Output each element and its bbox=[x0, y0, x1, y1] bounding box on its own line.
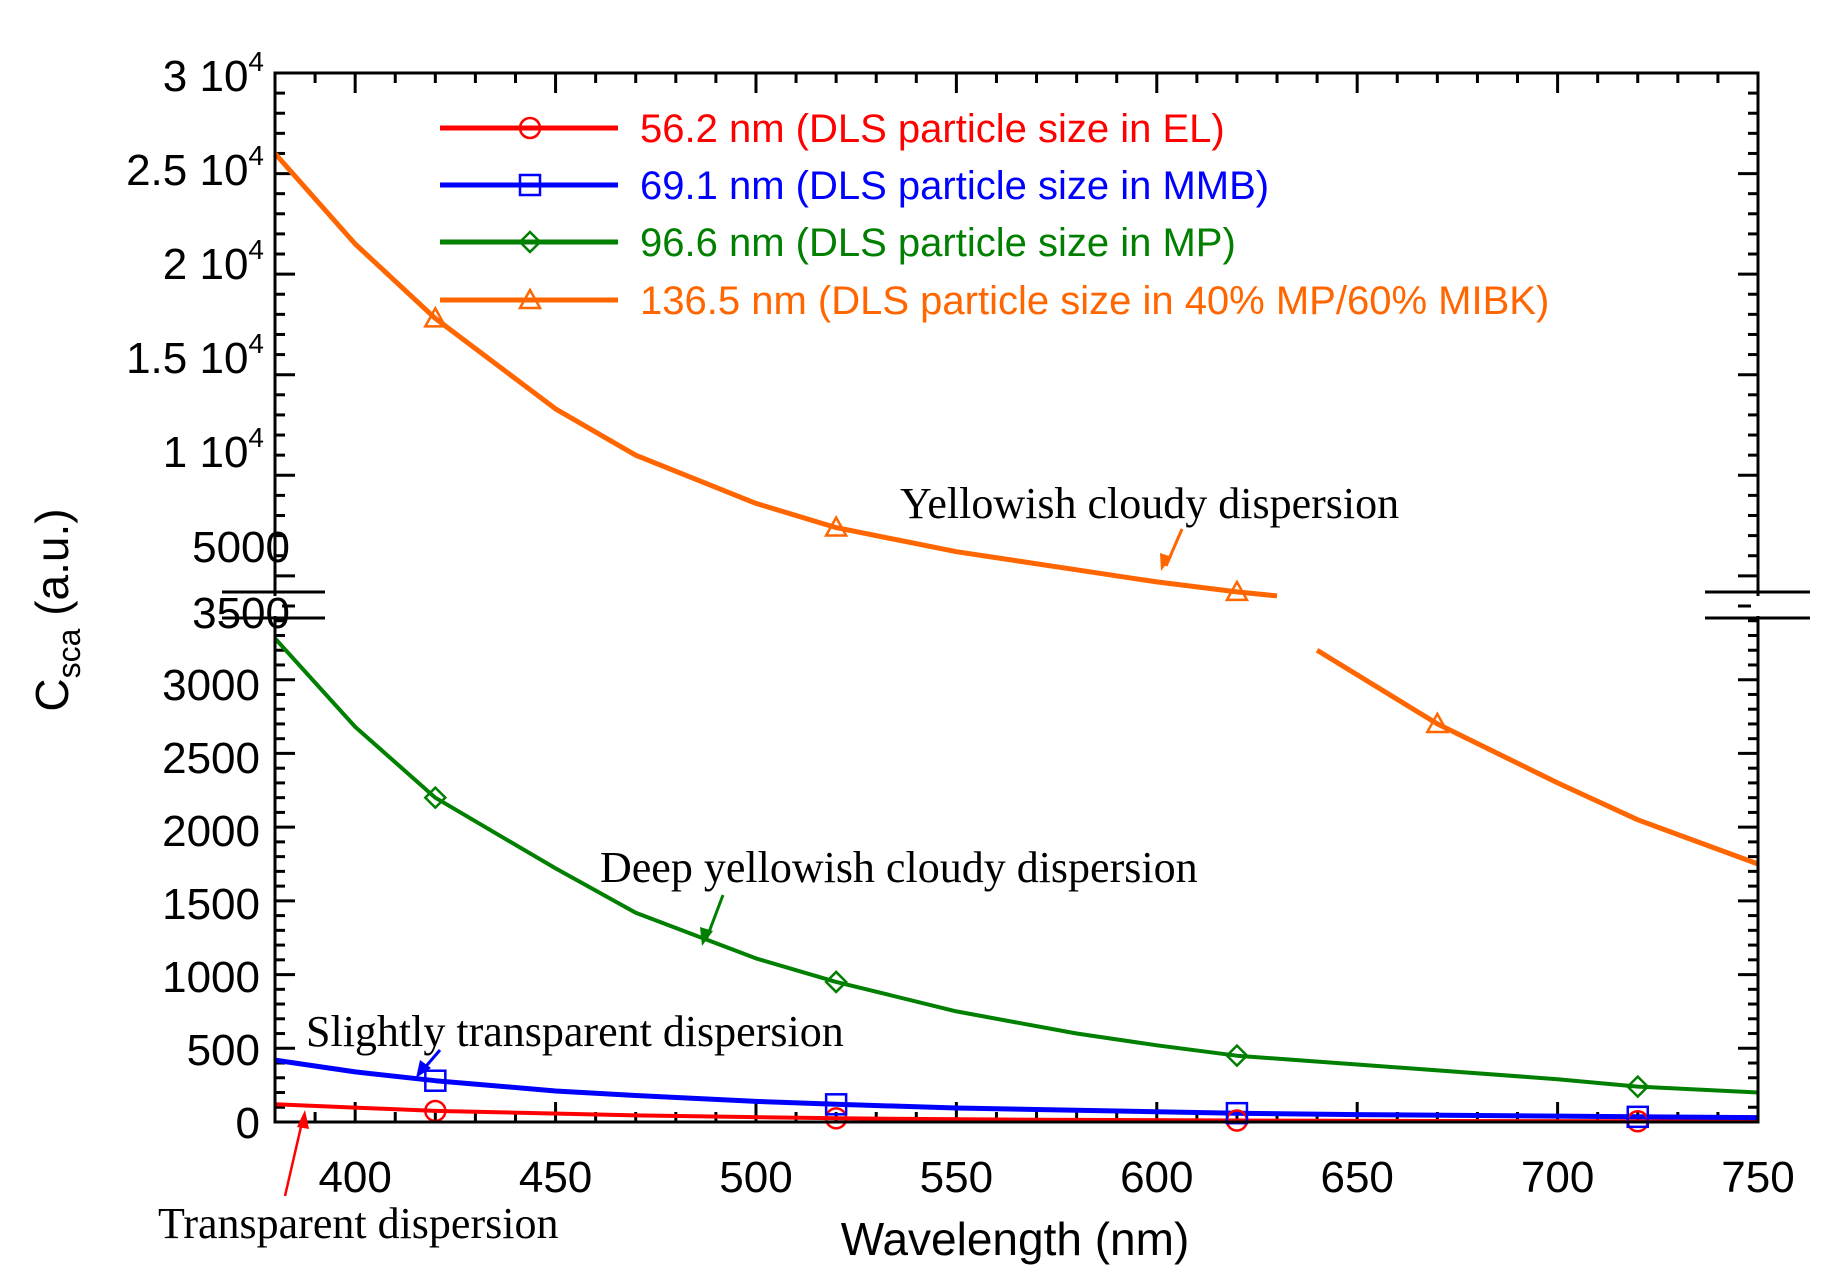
y-tick-label-upper-1: 5000 bbox=[192, 523, 290, 572]
annotation-slightly-transparent: Slightly transparent dispersion bbox=[306, 1007, 844, 1056]
legend: 56.2 nm (DLS particle size in EL) 69.1 nm… bbox=[440, 107, 1549, 323]
annotation-deep-yellowish-arrowhead bbox=[700, 927, 713, 946]
y-tick-label-upper-3: 1.5 104 bbox=[126, 328, 264, 383]
series-line-4 bbox=[273, 151, 1278, 599]
series-line-3 bbox=[273, 637, 1759, 1095]
marker-diamond bbox=[518, 230, 542, 254]
annotation-transparent: Transparent dispersion bbox=[158, 1199, 558, 1248]
y-tick-label-upper-5: 2.5 104 bbox=[126, 140, 264, 195]
marker-triangle bbox=[423, 305, 448, 328]
marker-triangle bbox=[517, 287, 543, 310]
marker-triangle bbox=[824, 514, 849, 537]
x-tick-label: 600 bbox=[1120, 1153, 1193, 1202]
x-tick-label: 750 bbox=[1721, 1153, 1794, 1202]
y-tick-labels: 3 104 2.5 104 2 104 1.5 104 1 104 5000 3… bbox=[126, 46, 290, 1148]
axis-break-marks-left bbox=[222, 590, 325, 620]
annotation-transparent-arrow bbox=[283, 1117, 305, 1197]
marker-triangle bbox=[1425, 711, 1450, 734]
annotation-deep-yellowish: Deep yellowish cloudy dispersion bbox=[600, 843, 1198, 892]
annotation-yellowish: Yellowish cloudy dispersion bbox=[900, 479, 1399, 528]
x-tick-labels: 400 450 500 550 600 650 700 750 bbox=[318, 1153, 1794, 1202]
marker-diamond bbox=[1625, 1074, 1650, 1099]
y-tick-label-2000: 2000 bbox=[162, 807, 260, 856]
x-tick-label: 500 bbox=[719, 1153, 792, 1202]
x-tick-label: 550 bbox=[920, 1153, 993, 1202]
legend-label-3: 96.6 nm (DLS particle size in MP) bbox=[640, 221, 1236, 265]
series-line-4 bbox=[1315, 648, 1759, 867]
marker-triangle bbox=[1224, 579, 1250, 602]
x-tick-label: 400 bbox=[318, 1153, 391, 1202]
y-axis-title: Csca (a.u.) bbox=[26, 508, 87, 711]
annotations: Yellowish cloudy dispersion Deep yellowi… bbox=[158, 479, 1399, 1248]
marker-diamond bbox=[423, 785, 448, 810]
marker-square bbox=[518, 173, 542, 197]
annotation-slightly-transparent-arrowhead bbox=[416, 1060, 431, 1078]
y-tick-label-1000: 1000 bbox=[162, 953, 260, 1002]
marker-circle bbox=[824, 1107, 848, 1130]
x-tick-label: 450 bbox=[519, 1153, 592, 1202]
x-axis-title: Wavelength (nm) bbox=[841, 1213, 1190, 1265]
markers-layer bbox=[423, 305, 1650, 1133]
y-tick-label-upper-4: 2 104 bbox=[163, 234, 264, 289]
x-tick-label: 700 bbox=[1521, 1153, 1594, 1202]
marker-square bbox=[1626, 1105, 1650, 1129]
legend-label-2: 69.1 nm (DLS particle size in MMB) bbox=[640, 164, 1269, 208]
legend-label-4: 136.5 nm (DLS particle size in 40% MP/60… bbox=[640, 279, 1549, 323]
y-tick-label-upper-6: 3 104 bbox=[163, 46, 264, 101]
annotation-yellowish-arrowhead bbox=[1160, 553, 1172, 571]
annotation-transparent-arrowhead bbox=[297, 1110, 309, 1129]
marker-diamond bbox=[1225, 1043, 1249, 1068]
series-layer bbox=[273, 151, 1759, 1124]
y-tick-label-upper-2: 1 104 bbox=[163, 422, 264, 477]
axis-break-gap-right bbox=[1751, 596, 1765, 616]
legend-label-1: 56.2 nm (DLS particle size in EL) bbox=[640, 107, 1225, 151]
marker-circle bbox=[518, 116, 542, 140]
axis-break-gap-left bbox=[268, 596, 282, 616]
axis-break-marks-right bbox=[1705, 590, 1810, 620]
y-tick-label-3500: 3500 bbox=[192, 589, 290, 638]
y-tick-label-500: 500 bbox=[187, 1026, 260, 1075]
marker-square bbox=[824, 1093, 848, 1116]
marker-square bbox=[424, 1069, 447, 1092]
y-tick-label-0: 0 bbox=[236, 1099, 260, 1148]
y-tick-label-1500: 1500 bbox=[162, 880, 260, 929]
x-tick-label: 650 bbox=[1320, 1153, 1393, 1202]
y-tick-label-2500: 2500 bbox=[162, 734, 260, 783]
y-tick-label-3000: 3000 bbox=[162, 661, 260, 710]
series-line-2 bbox=[274, 1057, 1759, 1121]
marker-diamond bbox=[824, 970, 848, 994]
